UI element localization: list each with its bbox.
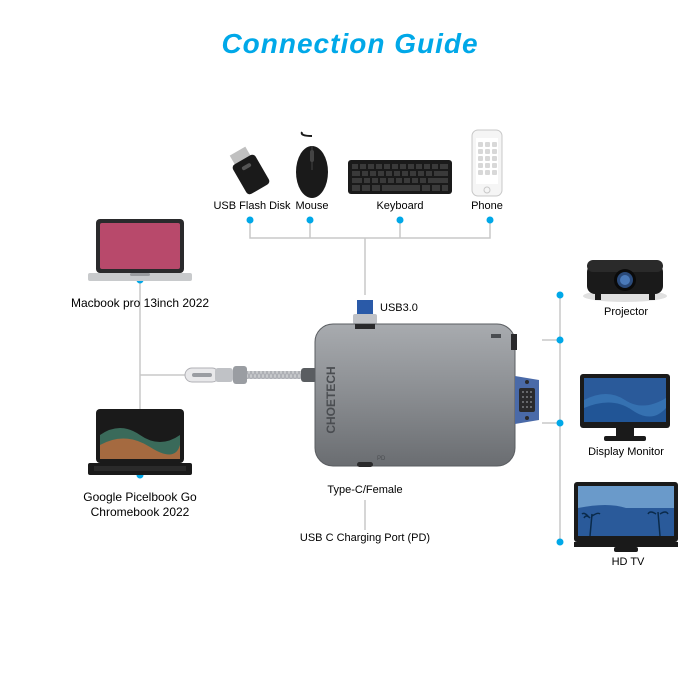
svg-text:PD: PD — [377, 456, 386, 462]
usb30-label: USB3.0 — [380, 302, 424, 314]
svg-text:CHOETECH: CHOETECH — [324, 366, 338, 433]
monitor-icon — [572, 370, 678, 449]
tv-icon — [568, 478, 684, 559]
keyboard-icon — [346, 158, 454, 201]
chromebook-label-l1: Google Picelbook Go — [60, 490, 220, 504]
projector-icon — [575, 250, 675, 309]
hub-icon: CHOETECH PD — [215, 300, 545, 495]
phone-label: Phone — [462, 200, 512, 212]
usb-flash-icon — [222, 142, 276, 205]
mouse-icon — [290, 130, 334, 205]
typec-female-label: Type-C/Female — [322, 484, 408, 496]
usb-c-pd-label: USB C Charging Port (PD) — [290, 532, 440, 544]
chromebook-icon — [80, 405, 200, 488]
phone-icon — [466, 128, 508, 205]
usb-flash-label: USB Flash Disk — [212, 200, 292, 212]
mouse-label: Mouse — [288, 200, 336, 212]
tv-label: HD TV — [608, 556, 648, 568]
page-title: Connection Guide — [0, 28, 700, 60]
chromebook-label-l2: Chromebook 2022 — [60, 505, 220, 519]
monitor-label: Display Monitor — [582, 446, 670, 458]
keyboard-label: Keyboard — [372, 200, 428, 212]
macbook-label: Macbook pro 13inch 2022 — [60, 296, 220, 310]
projector-label: Projector — [596, 306, 656, 318]
macbook-icon — [80, 215, 200, 292]
